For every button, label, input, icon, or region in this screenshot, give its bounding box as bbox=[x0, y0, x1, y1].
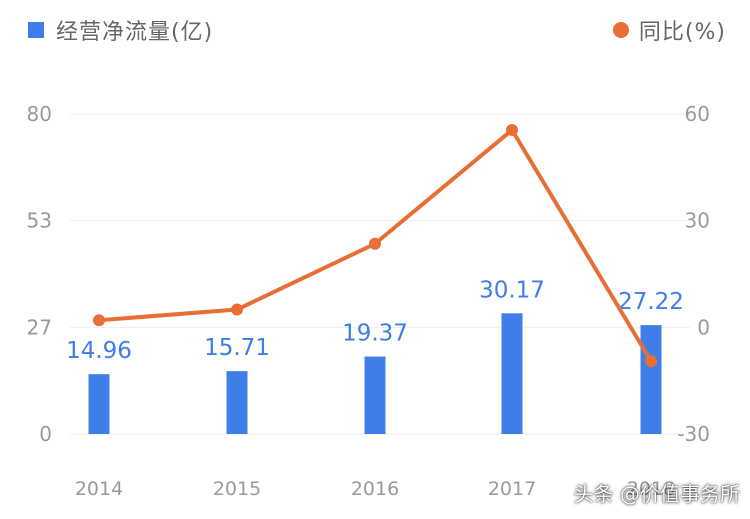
bar bbox=[226, 371, 248, 434]
left-axis-tick-label: 80 bbox=[27, 102, 52, 126]
line-point bbox=[645, 355, 657, 368]
bar bbox=[501, 313, 523, 434]
bar-data-label: 19.37 bbox=[342, 321, 408, 347]
left-axis-tick-label: 0 bbox=[39, 422, 52, 446]
legend-line-series: 同比(%) bbox=[612, 14, 726, 46]
x-axis-tick-label: 2018 bbox=[627, 478, 675, 500]
watermark: 头条 @价值事务所 bbox=[573, 482, 740, 506]
line-point bbox=[506, 124, 518, 136]
right-axis-tick-label: -30 bbox=[677, 422, 710, 446]
right-axis-tick-label: 60 bbox=[685, 102, 710, 126]
x-axis-tick-label: 2017 bbox=[488, 478, 536, 500]
bar bbox=[88, 374, 110, 434]
right-axis-tick-label: 0 bbox=[697, 315, 710, 339]
line-point bbox=[369, 237, 381, 250]
x-axis-tick-label: 2015 bbox=[213, 478, 261, 500]
legend-bar-label: 经营净流量(亿) bbox=[56, 20, 214, 45]
bar-data-label: 27.22 bbox=[618, 289, 684, 315]
line-point bbox=[93, 314, 105, 327]
bar-data-label: 30.17 bbox=[479, 277, 545, 303]
left-axis-tick-label: 53 bbox=[27, 209, 52, 233]
legend-bar-series: 经营净流量(亿) bbox=[28, 14, 213, 46]
bar bbox=[364, 356, 386, 434]
x-axis-tick-label: 2016 bbox=[351, 478, 399, 500]
line-point bbox=[231, 303, 243, 316]
legend-line-swatch bbox=[612, 22, 629, 38]
legend-bar-swatch bbox=[28, 22, 44, 38]
bar-data-label: 14.96 bbox=[66, 338, 132, 364]
left-axis-tick-label: 27 bbox=[27, 315, 52, 339]
legend-line-label: 同比(%) bbox=[638, 20, 726, 45]
right-axis-tick-label: 30 bbox=[685, 209, 710, 233]
bar bbox=[640, 325, 662, 434]
x-axis-tick-label: 2014 bbox=[75, 478, 123, 500]
bar-data-label: 15.71 bbox=[204, 335, 270, 361]
